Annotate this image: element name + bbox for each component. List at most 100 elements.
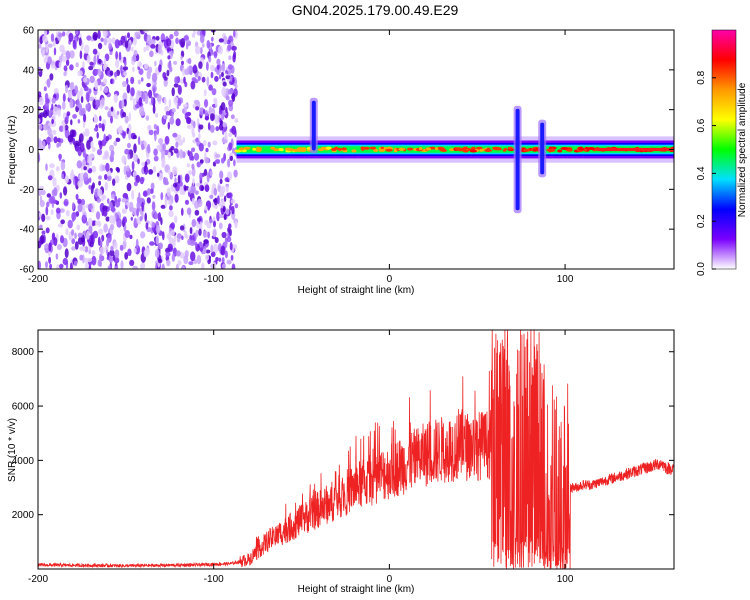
noise-blob bbox=[103, 37, 108, 46]
noise-blob bbox=[38, 66, 42, 72]
noise-blob bbox=[62, 93, 66, 102]
noise-blob bbox=[187, 187, 191, 193]
noise-blob bbox=[129, 259, 135, 267]
noise-blob bbox=[141, 201, 144, 212]
noise-blob bbox=[113, 256, 120, 264]
noise-blob bbox=[164, 105, 170, 112]
noise-blob bbox=[210, 251, 216, 258]
colorbar-tick-label: 0.4 bbox=[696, 166, 707, 180]
noise-blob bbox=[205, 147, 209, 153]
noise-blob bbox=[96, 211, 101, 220]
colorbar-tick-label: 0.0 bbox=[696, 262, 707, 276]
noise-blob bbox=[224, 250, 228, 259]
band-core-dot bbox=[440, 149, 448, 152]
noise-blob bbox=[57, 107, 61, 117]
band-core-dot bbox=[430, 146, 436, 150]
noise-blob bbox=[164, 198, 168, 208]
colorbar-ticks: 0.0 0.2 0.4 0.6 0.8 bbox=[696, 70, 716, 276]
noise-blob bbox=[103, 223, 108, 233]
noise-blob bbox=[90, 141, 94, 149]
colorbar-tick-label: 0.2 bbox=[696, 214, 707, 228]
noise-blob bbox=[124, 252, 129, 260]
noise-blob bbox=[128, 201, 134, 212]
noise-blob bbox=[79, 142, 85, 153]
noise-blob bbox=[154, 131, 157, 142]
y-tick-label: 40 bbox=[23, 65, 35, 76]
noise-blob bbox=[110, 150, 115, 157]
noise-blob bbox=[219, 178, 223, 184]
noise-blob bbox=[211, 36, 214, 42]
noise-blob bbox=[41, 230, 46, 235]
noise-blob bbox=[183, 76, 186, 84]
noise-blob bbox=[174, 193, 179, 203]
noise-blob bbox=[91, 147, 96, 152]
noise-blob bbox=[170, 146, 175, 151]
noise-blob bbox=[122, 92, 128, 102]
noise-blob bbox=[85, 104, 89, 111]
noise-blob bbox=[97, 42, 103, 50]
noise-blob bbox=[210, 71, 214, 79]
noise-blob bbox=[155, 35, 160, 41]
band-core-dot bbox=[549, 148, 555, 152]
noise-blob bbox=[83, 44, 90, 54]
band-core-dot bbox=[273, 148, 280, 152]
noise-blob bbox=[65, 84, 69, 94]
noise-blob bbox=[65, 59, 70, 66]
noise-blob bbox=[44, 244, 50, 248]
noise-blob bbox=[148, 129, 154, 136]
noise-blob bbox=[137, 158, 140, 165]
noise-blob bbox=[43, 86, 47, 92]
noise-blob bbox=[98, 122, 103, 129]
noise-blob bbox=[139, 176, 144, 185]
noise-blob bbox=[128, 130, 132, 141]
noise-blob bbox=[111, 193, 115, 200]
noise-blob bbox=[67, 90, 73, 99]
noise-blob bbox=[87, 217, 93, 227]
noise-blob bbox=[152, 165, 157, 173]
spectrogram-ylabel: Frequency (Hz) bbox=[7, 116, 18, 185]
noise-blob bbox=[108, 201, 113, 209]
noise-blob bbox=[61, 55, 67, 62]
noise-blob bbox=[168, 210, 174, 218]
noise-blob bbox=[39, 195, 43, 203]
noise-blob bbox=[88, 249, 91, 255]
noise-blob bbox=[72, 39, 77, 49]
noise-blob bbox=[199, 172, 203, 181]
band-core-dot bbox=[330, 147, 337, 151]
noise-blob bbox=[143, 30, 149, 33]
noise-blob bbox=[101, 97, 105, 106]
noise-blob bbox=[58, 32, 63, 38]
noise-blob bbox=[210, 244, 214, 253]
noise-blob bbox=[63, 186, 68, 196]
noise-blob bbox=[143, 46, 147, 53]
noise-blob bbox=[45, 43, 49, 54]
noise-blob bbox=[141, 111, 146, 116]
noise-blob bbox=[51, 118, 54, 125]
band-core-dot bbox=[462, 149, 469, 153]
noise-blob bbox=[111, 206, 116, 213]
noise-blob bbox=[191, 147, 196, 153]
noise-blob bbox=[133, 143, 137, 154]
noise-blob bbox=[146, 197, 151, 204]
noise-blob bbox=[204, 116, 210, 121]
noise-blob bbox=[140, 231, 146, 239]
noise-blob bbox=[162, 143, 166, 152]
noise-blob bbox=[127, 142, 131, 149]
noise-blob bbox=[144, 95, 149, 105]
noise-blob bbox=[91, 255, 97, 266]
noise-blob bbox=[204, 219, 209, 226]
band-core-dot bbox=[351, 149, 357, 153]
noise-blob bbox=[167, 151, 172, 159]
noise-blob bbox=[92, 182, 95, 190]
noise-blob bbox=[193, 30, 196, 36]
noise-blob bbox=[226, 259, 232, 265]
noise-blob bbox=[218, 123, 224, 131]
noise-blob bbox=[86, 257, 93, 263]
noise-blob bbox=[117, 197, 121, 203]
noise-blob bbox=[113, 93, 119, 103]
noise-blob bbox=[177, 260, 182, 266]
noise-blob bbox=[115, 51, 118, 60]
noise-blob bbox=[117, 126, 123, 134]
noise-blob bbox=[203, 239, 209, 245]
noise-blob bbox=[206, 61, 209, 71]
